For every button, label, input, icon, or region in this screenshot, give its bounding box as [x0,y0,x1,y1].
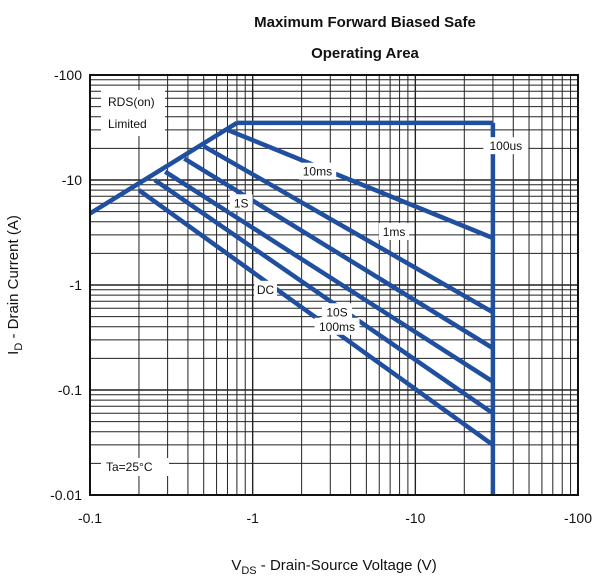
y-axis-label-main: I [5,351,22,355]
series-line-10ms [202,144,495,315]
x-tick-label: -0.1 [78,510,102,526]
y-axis-label-sub: D [13,343,25,351]
series-labels: 100us 1ms 10ms 100ms 1S 10S DC [229,137,529,335]
series-label-box-10s [321,303,353,321]
series-label-box-1s [229,194,253,212]
series-label-1ms: 1ms [383,225,406,239]
series-line-100ms [183,156,495,351]
rds-note-line1: RDS(on) [108,95,155,109]
series-line-1s [163,169,495,384]
ta-note: Ta=25°C [106,460,153,474]
series-label-box-10ms [298,162,337,180]
series-label-10s: 10S [326,305,347,319]
chart-title-line2: Operating Area [311,45,419,62]
series-line-1ms [226,127,494,241]
series-label-1s: 1S [234,196,249,210]
x-tick-labels: -0.1 -1 -10 -100 [78,510,592,526]
y-tick-label: -0.01 [50,487,82,503]
chart-title-line1: Maximum Forward Biased Safe [254,14,476,31]
y-tick-label: -0.1 [58,382,82,398]
rds-limit-line [88,120,239,216]
x-axis-label-main: V [231,557,241,574]
series-label-10ms: 10ms [303,165,332,179]
rds-note-box [101,90,165,136]
series-label-box-100ms [314,317,360,335]
x-tick-label: -10 [405,510,425,526]
series-label-box-1ms [378,222,410,240]
y-axis-label: ID - Drain Current (A) [5,215,25,355]
series-lines [88,120,496,495]
x-axis-label: VDS - Drain-Source Voltage (V) [231,557,436,577]
series-label-box-100us [483,137,529,155]
y-tick-label: -10 [62,172,82,188]
y-axis-label-rest: - Drain Current (A) [5,215,22,343]
plot-frame [89,74,579,496]
y-tick-label: -1 [70,277,83,293]
x-tick-label: -100 [564,510,592,526]
x-axis-label-rest: - Drain-Source Voltage (V) [257,557,437,574]
x-axis-label-sub: DS [241,565,256,577]
x-tick-label: -1 [246,510,259,526]
series-label-dc: DC [257,283,275,297]
rds-note-line2: Limited [108,117,147,131]
series-label-box-dc [254,280,277,298]
series-line-dc [137,188,495,447]
y-tick-label: -100 [54,67,82,83]
ta-note-box [101,458,169,476]
series-line-10s [153,178,495,416]
series-label-100us: 100us [489,139,522,153]
series-label-100ms: 100ms [319,320,355,334]
y-tick-labels: -100 -10 -1 -0.1 -0.01 [50,67,82,503]
